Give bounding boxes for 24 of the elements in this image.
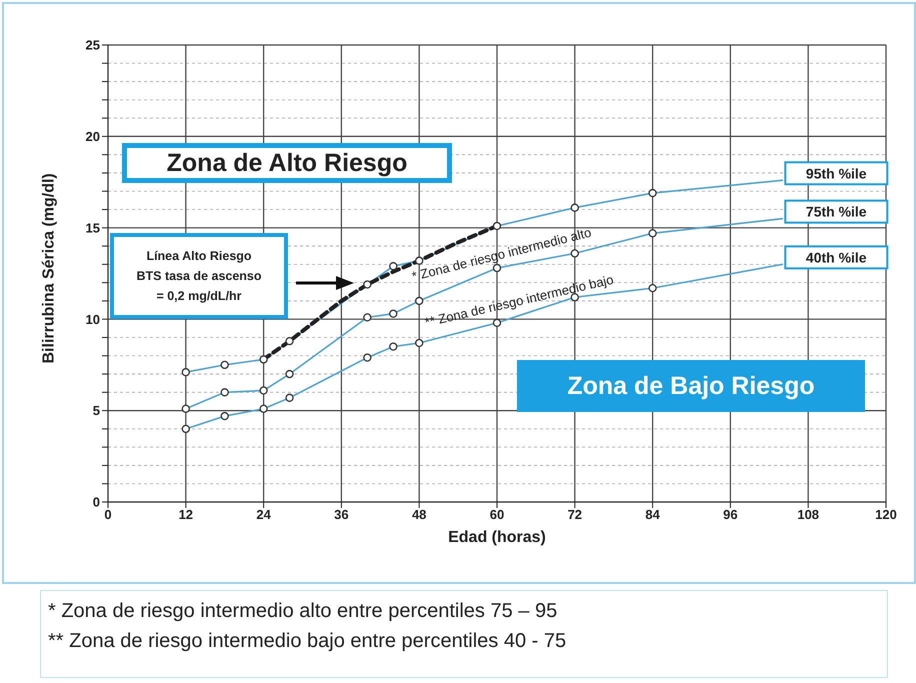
x-axis-title: Edad (horas) (448, 529, 546, 546)
y-tick-label: 20 (86, 129, 100, 144)
x-tick-label: 84 (645, 507, 661, 522)
x-tick-label: 120 (875, 507, 897, 522)
series-label: 40th %ile (806, 249, 867, 266)
x-tick-label: 0 (104, 507, 112, 522)
x-tick-label: 72 (568, 507, 582, 522)
x-tick-label: 48 (412, 507, 426, 522)
x-tick-label: 24 (256, 507, 272, 522)
x-tick-label: 60 (490, 507, 504, 522)
text: * Zona de riesgo intermedio alto entre percentiles 75 – 95 (48, 598, 558, 624)
y-tick-label: 10 (86, 312, 100, 327)
x-tick-label: 36 (334, 507, 349, 522)
y-tick-label: 15 (86, 220, 100, 236)
x-tick-label: 12 (178, 507, 194, 522)
text: ** Zona de riesgo intermedio bajo entre percentiles 40 - 75 (48, 628, 568, 654)
x-tick-label: 108 (797, 507, 820, 522)
y-axis-title: Bilirrubina Sérica (mg/dl) (40, 173, 58, 364)
y-tick-label: 0 (92, 494, 100, 510)
series-label: 95th %ile (806, 165, 867, 182)
y-tick-label: 25 (86, 38, 100, 53)
y-tick-label: 5 (92, 403, 100, 418)
x-tick-label: 96 (723, 507, 738, 522)
series-label: 75th %ile (806, 204, 867, 220)
